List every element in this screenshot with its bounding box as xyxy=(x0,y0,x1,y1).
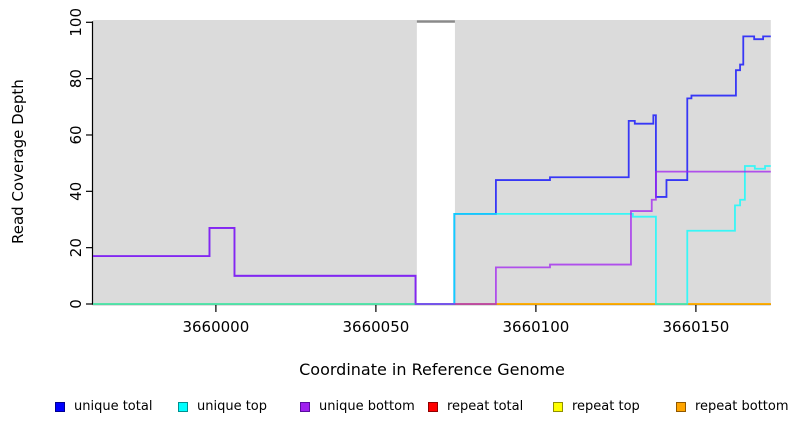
y-tick-label: 100 xyxy=(67,8,85,37)
legend-label: unique bottom xyxy=(319,399,415,414)
x-tick-label: 3660150 xyxy=(663,318,730,336)
y-tick-label: 0 xyxy=(67,299,85,309)
legend-label: repeat total xyxy=(447,399,524,414)
legend-swatch-icon xyxy=(178,402,188,412)
legend-swatch-icon xyxy=(428,402,438,412)
legend-item-unique-top: unique top xyxy=(178,399,267,415)
legend-swatch-icon xyxy=(553,402,563,412)
legend-swatch-icon xyxy=(676,402,686,412)
y-tick-label: 40 xyxy=(67,182,85,201)
plot-background-left xyxy=(93,20,417,304)
y-tick-label: 20 xyxy=(67,238,85,257)
legend-swatch-icon xyxy=(300,402,310,412)
legend-item-unique-bottom: unique bottom xyxy=(300,399,415,415)
legend-item-repeat-top: repeat top xyxy=(553,399,640,415)
series-unique-top xyxy=(93,165,771,305)
legend-item-unique-total: unique total xyxy=(55,399,152,415)
legend-swatch-icon xyxy=(55,402,65,412)
legend-label: unique top xyxy=(197,399,268,414)
y-axis-label: Read Coverage Depth xyxy=(9,79,27,244)
legend-item-repeat-total: repeat total xyxy=(428,399,523,415)
x-tick-label: 3660100 xyxy=(502,318,569,336)
legend-item-repeat-bottom: repeat bottom xyxy=(676,399,789,415)
legend-label: repeat top xyxy=(572,399,640,414)
x-tick-label: 3660050 xyxy=(342,318,409,336)
legend: unique total unique top unique bottom repea… xyxy=(0,399,792,419)
x-axis-label: Coordinate in Reference Genome xyxy=(299,360,565,379)
series-unique-bottom xyxy=(93,170,771,305)
y-tick-label: 80 xyxy=(67,69,85,88)
plot-background-right xyxy=(454,20,771,304)
legend-label: repeat bottom xyxy=(695,399,789,414)
x-tick-label: 3660000 xyxy=(182,318,249,336)
legend-label: unique total xyxy=(74,399,153,414)
y-tick-label: 60 xyxy=(67,125,85,144)
